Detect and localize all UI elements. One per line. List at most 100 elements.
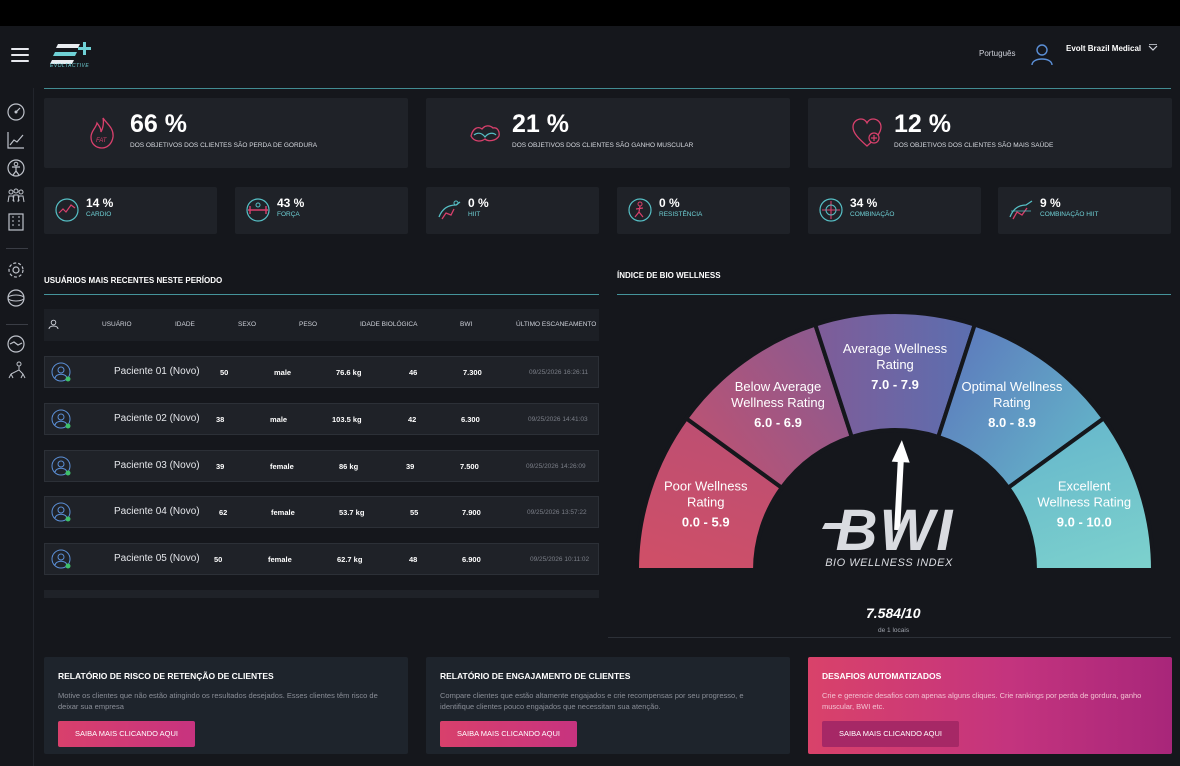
user-name[interactable]: Evolt Brazil Medical [1066, 44, 1142, 53]
training-card-combination: 34 % COMBINAÇÃO [808, 187, 981, 234]
user-name-cell: Paciente 01 (Novo) [114, 366, 200, 377]
age-cell: 38 [216, 415, 225, 424]
bio-age-cell: 46 [409, 368, 418, 377]
last-scan-cell: 09/25/2026 14:41:03 [528, 416, 588, 423]
goal-value: 21 % [512, 110, 569, 138]
column-header-bio-age[interactable]: IDADE BIOLÓGICA [360, 321, 418, 328]
sex-cell: female [270, 462, 294, 471]
language-selector[interactable]: Português [979, 49, 1016, 58]
user-name-cell: Paciente 03 (Novo) [114, 460, 200, 471]
training-label: FORÇA [277, 211, 300, 218]
training-card-combination-hiit: 9 % COMBINAÇÃO HIIT [998, 187, 1171, 234]
table-row[interactable]: Paciente 01 (Novo) 50 male 76.6 kg 46 7.… [44, 356, 599, 388]
goal-value: 12 % [894, 110, 951, 138]
column-header-last-scan[interactable]: ÚLTIMO ESCANEAMENTO [516, 321, 597, 328]
training-label: COMBINAÇÃO HIIT [1040, 211, 1099, 218]
user-profile-icon[interactable] [1030, 42, 1054, 66]
card-title: RELATÓRIO DE RISCO DE RETENÇÃO DE CLIENT… [58, 671, 274, 681]
bwi-pointer-arrow-icon [891, 440, 910, 531]
bwi-segment-label: Rating [993, 395, 1031, 410]
avatar-icon [51, 549, 71, 569]
age-cell: 62 [219, 508, 228, 517]
handshake-icon[interactable] [6, 334, 26, 354]
table-row[interactable]: Paciente 05 (Novo) 50 female 62.7 kg 48 … [44, 543, 599, 575]
column-header-sex[interactable]: SEXO [238, 321, 257, 328]
user-name-cell: Paciente 02 (Novo) [114, 413, 200, 424]
training-label: RESISTÊNCIA [659, 211, 703, 218]
bwi-segment-label: Wellness Rating [731, 395, 825, 410]
training-label: HIIT [468, 211, 481, 218]
evolt-logo-icon[interactable] [50, 38, 94, 72]
muscle-icon [470, 125, 500, 142]
chevron-down-icon[interactable] [1148, 44, 1158, 52]
bwi-segment-label: Optimal Wellness [962, 379, 1063, 394]
header-accent-line [44, 88, 1171, 89]
bwi-score: 7.584/10 [866, 605, 921, 621]
retention-risk-card: RELATÓRIO DE RISCO DE RETENÇÃO DE CLIENT… [44, 657, 408, 754]
age-cell: 39 [216, 462, 225, 471]
column-header-user[interactable]: USUÁRIO [102, 321, 132, 328]
sidebar-divider [6, 248, 28, 249]
bwi-cell: 7.900 [462, 508, 481, 517]
users-header-icon [48, 319, 59, 330]
bwi-segment-label: Rating [876, 357, 914, 372]
learn-more-button[interactable]: SAIBA MAIS CLICANDO AQUI [440, 721, 577, 747]
table-row[interactable]: Paciente 03 (Novo) 39 female 86 kg 39 7.… [44, 450, 599, 482]
last-scan-cell: 09/25/2026 16:26:11 [529, 369, 589, 376]
chart-line-icon[interactable] [6, 130, 26, 150]
bio-age-cell: 39 [406, 462, 415, 471]
users-section-line [44, 294, 599, 295]
training-card-endurance: 0 % RESISTÊNCIA [617, 187, 790, 234]
training-value: 9 % [1040, 196, 1061, 210]
training-value: 43 % [277, 196, 305, 210]
fat-flame-icon: FAT [90, 117, 114, 149]
globe-icon[interactable] [6, 288, 26, 308]
sex-cell: female [268, 555, 292, 564]
sidebar-divider [6, 324, 28, 325]
table-row[interactable]: Paciente 02 (Novo) 38 male 103.5 kg 42 6… [44, 403, 599, 435]
group-icon[interactable] [6, 186, 26, 206]
weight-cell: 53.7 kg [339, 508, 365, 517]
bwi-segment-range: 8.0 - 8.9 [988, 415, 1036, 430]
cardio-icon [55, 198, 79, 222]
learn-more-button[interactable]: SAIBA MAIS CLICANDO AQUI [822, 721, 959, 747]
top-black-strip [0, 0, 1180, 26]
table-row[interactable]: Paciente 04 (Novo) 62 female 53.7 kg 55 … [44, 496, 599, 528]
users-section-title: USUÁRIOS MAIS RECENTES NESTE PERÍODO [44, 276, 223, 285]
svg-text:FAT: FAT [96, 138, 108, 144]
settings-gear-icon[interactable] [6, 260, 26, 280]
combination-icon [819, 198, 843, 222]
age-cell: 50 [214, 555, 223, 564]
column-header-age[interactable]: IDADE [175, 321, 195, 328]
building-icon[interactable] [6, 212, 26, 232]
bwi-segment-range: 0.0 - 5.9 [682, 515, 730, 530]
goal-card-health: 12 % DOS OBJETIVOS DOS CLIENTES SÃO MAIS… [808, 98, 1172, 168]
weight-cell: 103.5 kg [332, 415, 362, 424]
avatar-icon [51, 362, 71, 382]
bwi-segment-range: 9.0 - 10.0 [1057, 515, 1112, 530]
learn-more-button[interactable]: SAIBA MAIS CLICANDO AQUI [58, 721, 195, 747]
age-cell: 50 [220, 368, 229, 377]
training-value: 14 % [86, 196, 114, 210]
training-value: 0 % [659, 196, 680, 210]
body-scan-icon[interactable] [6, 158, 26, 178]
weight-cell: 76.6 kg [336, 368, 362, 377]
bwi-segment-label: Rating [687, 495, 725, 510]
last-scan-cell: 09/25/2026 14:26:09 [526, 463, 586, 470]
card-description: Compare clientes que estão altamente eng… [440, 691, 744, 711]
sex-cell: male [270, 415, 288, 424]
hamburger-menu-icon[interactable] [11, 48, 29, 62]
combination-hiit-icon [1009, 200, 1033, 220]
avatar-icon [51, 502, 71, 522]
bwi-cell: 7.300 [463, 368, 482, 377]
training-card-strength: 43 % FORÇA [235, 187, 408, 234]
hierarchy-icon[interactable] [6, 360, 26, 380]
column-header-bwi[interactable]: BWI [460, 321, 473, 328]
users-table-header: USUÁRIO IDADE SEXO PESO IDADE BIOLÓGICA … [44, 309, 599, 341]
column-header-weight[interactable]: PESO [299, 321, 318, 328]
goal-value: 66 % [130, 110, 187, 138]
dashboard-icon[interactable] [6, 102, 26, 122]
bwi-segment-label: Wellness Rating [1037, 495, 1131, 510]
last-scan-cell: 09/25/2026 10:11:02 [530, 556, 590, 563]
bwi-section-title: ÍNDICE DE BIO WELLNESS [617, 271, 721, 280]
